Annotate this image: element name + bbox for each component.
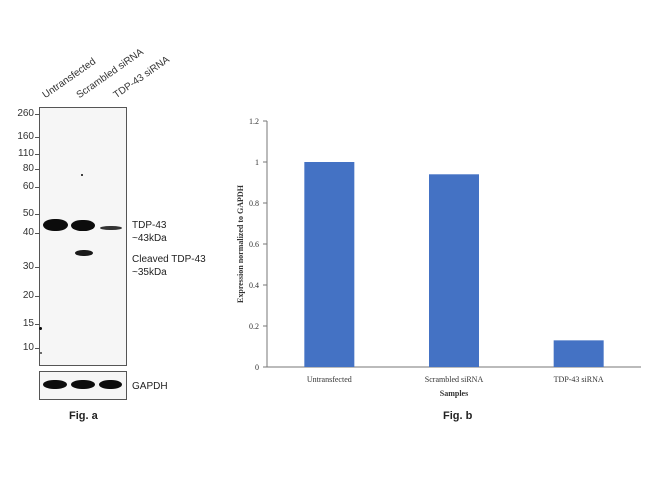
x-axis-title: Samples bbox=[440, 389, 468, 398]
band-tdp43-scrambled bbox=[71, 220, 95, 231]
y-tick-label: 0 bbox=[255, 363, 259, 372]
y-tick-label: 0.6 bbox=[249, 240, 259, 249]
annotation-cleaved-tdp43: Cleaved TDP-43 ~35kDa bbox=[132, 254, 206, 278]
x-tick-label: Untransfected bbox=[307, 375, 352, 384]
annotation-gapdh: GAPDH bbox=[132, 381, 168, 392]
mw-marker: 20 bbox=[22, 290, 34, 301]
annotation-tdp43: TDP-43 ~43kDa bbox=[132, 220, 167, 244]
fig-a-caption: Fig. a bbox=[69, 410, 98, 422]
mw-marker: 110 bbox=[18, 148, 34, 159]
y-tick-label: 0.4 bbox=[249, 281, 259, 290]
bar-3 bbox=[553, 340, 604, 367]
y-tick-label: 1.2 bbox=[249, 117, 259, 126]
mw-marker: 260 bbox=[17, 108, 34, 119]
band-gapdh-untransfected bbox=[43, 380, 67, 389]
mw-marker: 160 bbox=[17, 131, 34, 142]
fig-b-caption: Fig. b bbox=[443, 410, 473, 422]
mw-marker: 30 bbox=[22, 261, 34, 272]
band-cleaved-tdp43 bbox=[75, 250, 93, 256]
band-gapdh-scrambled bbox=[71, 380, 95, 389]
band-tdp43-untransfected bbox=[43, 219, 68, 231]
mw-marker: 80 bbox=[22, 163, 34, 174]
mw-marker: 50 bbox=[22, 208, 34, 219]
y-tick-label: 0.2 bbox=[249, 322, 259, 331]
band-tdp43-knockdown bbox=[100, 226, 122, 230]
main-blot bbox=[39, 107, 127, 366]
x-tick-label: Scrambled siRNA bbox=[425, 375, 484, 384]
bar-2 bbox=[429, 174, 479, 367]
gapdh-blot bbox=[39, 371, 127, 400]
mw-marker: 40 bbox=[22, 227, 34, 238]
mw-marker: 60 bbox=[22, 181, 34, 192]
y-tick-label: 1 bbox=[255, 158, 259, 167]
y-tick-label: 0.8 bbox=[249, 199, 259, 208]
mw-marker: 15 bbox=[22, 318, 34, 329]
band-gapdh-tdp43-sirna bbox=[99, 380, 122, 389]
x-tick-label: TDP-43 siRNA bbox=[554, 375, 604, 384]
bar-1 bbox=[304, 162, 355, 367]
y-axis-title: Expression normalized to GAPDH bbox=[236, 184, 245, 303]
mw-marker: 10 bbox=[22, 342, 34, 353]
